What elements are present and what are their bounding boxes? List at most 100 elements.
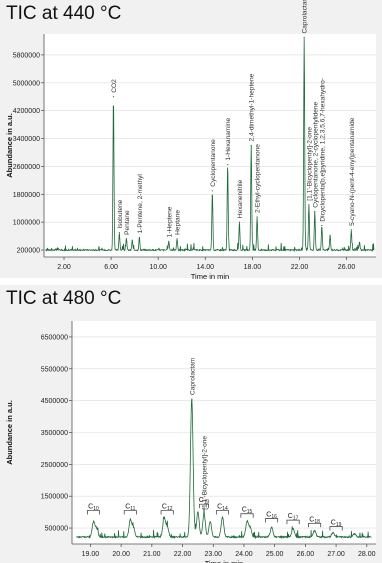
alkane-bracket [240,513,254,518]
y-tick-label: 5500000 [41,366,68,373]
peak-annotation: Hexanenitrile [237,179,244,218]
alkane-label-c: C [125,504,130,511]
x-tick-label: 22.00 [174,551,192,558]
alkane-label: C15 [242,507,253,516]
peak-point [238,221,241,223]
y-axis-label: Abundance in a.u. [5,400,14,465]
peak-point [246,521,248,523]
peak-point [138,236,140,239]
x-tick-label: 21.00 [143,551,161,558]
peak-point [270,526,273,529]
alkane-label: C14 [217,504,228,513]
peak-point [353,533,356,535]
x-tick-label: 26.00 [297,551,315,558]
alkane-label-c: C [217,504,222,511]
peak-point [209,521,211,523]
alkane-label-subscript: 16 [271,514,277,520]
peak-point [292,528,294,530]
alkane-bracket [199,503,209,509]
alkane-label-subscript: 14 [222,506,228,512]
alkane-label-subscript: 19 [336,522,342,528]
peak-annotation: Cyclopentanone, 2-cyclopentylidene [312,101,319,207]
alkane-label-subscript: 15 [247,509,253,515]
peak-point [303,36,305,39]
peak-point [308,204,310,206]
peak-point [227,164,229,166]
alkane-label-c: C [288,513,293,520]
x-tick-label: 28.00 [358,551,376,558]
peak-point [176,238,178,240]
y-tick-label: 4200000 [13,108,40,115]
chart-title-480: TIC at 480 °C [6,288,122,309]
y-tick-label: 1500000 [41,494,68,501]
alkane-label-c: C [199,497,204,504]
peak-point [166,525,168,527]
alkane-bracket [265,518,279,523]
y-tick-label: 5800000 [13,52,40,59]
y-tick-label: 3500000 [41,430,68,437]
y-tick-label: 200000 [17,248,40,255]
alkane-bracket [160,510,174,515]
alkane-label: C19 [331,519,342,528]
alkane-label-c: C [331,519,336,526]
alkane-label-c: C [266,512,271,519]
peak-point [313,530,316,532]
alkane-label: C10 [88,504,99,513]
peak-annotation: 2,4-dimethyl-1-heptene [249,73,256,141]
peak-annotation: [1,1'-Bicyclopentyl]-2-one [202,436,209,510]
x-tick-label: 25.00 [266,551,284,558]
peak-annotation: CO2 [111,79,118,93]
alkane-bracket [329,526,343,531]
alkane-label: C16 [266,512,277,521]
y-tick-label: 3400000 [13,136,40,143]
peak-annotation: Caprolactam [189,357,196,395]
peak-annotation: Caprolactam [302,0,309,33]
peak-point [221,516,224,518]
peak-point [125,238,128,240]
x-tick-label: 10.00 [149,264,167,271]
peak-annotation: [1,1'-Bicyclopentyl]-2-one [306,127,313,201]
peak-point [321,225,323,227]
x-tick-label: 24.00 [235,551,253,558]
peak-point [191,398,193,400]
alkane-label-subscript: 18 [314,519,320,525]
peak-annotation: Dicyclopenta[b,e]pyridine, 1,2,3,5,6,7-h… [319,78,326,222]
x-tick-label: 18.00 [244,264,262,271]
y-axis-label: Abundance in a.u. [5,113,14,178]
x-tick-label: 22.00 [291,264,309,271]
y-tick-label: 1000000 [13,220,40,227]
alkane-label-subscript: 10 [93,506,99,512]
y-tick-label: 2600000 [13,164,40,171]
y-tick-label: 6500000 [41,334,68,341]
alkane-label-subscript: 13 [204,500,210,506]
peak-point [197,511,199,513]
y-tick-label: 5000000 [13,80,40,87]
peak-annotation: 5-cyano-N-(pent-4-enyl)pentanamide [349,117,356,225]
peak-point [131,239,133,241]
alkane-label: C13 [199,497,210,506]
x-tick-label: 26.00 [338,264,356,271]
alkane-bracket [215,510,229,515]
alkane-label-c: C [309,516,314,523]
alkane-label-c: C [88,504,93,511]
x-tick-label: 6.00 [104,264,118,271]
alkane-label: C18 [309,516,320,525]
x-tick-label: 19.00 [82,551,100,558]
peak-point [314,211,316,213]
plot-area [44,34,376,257]
y-tick-label: 1800000 [13,192,40,199]
peak-annotation: 1-Heptene [166,206,173,237]
alkane-label: C17 [288,513,299,522]
peak-point [211,190,213,192]
peak-point [132,526,135,529]
peak-annotation: Cyclopentanone [210,139,217,187]
alkane-label-subscript: 17 [293,516,299,522]
chromatogram-trace [45,38,375,253]
peak-annotation: Isobutene [117,199,124,228]
peak-point [168,240,170,242]
peak-point [118,232,120,234]
panel-divider [0,279,382,285]
alkane-label-c: C [162,504,167,511]
peak-annotation: 1-Hexanamine [225,117,232,160]
peak-point [163,517,165,519]
